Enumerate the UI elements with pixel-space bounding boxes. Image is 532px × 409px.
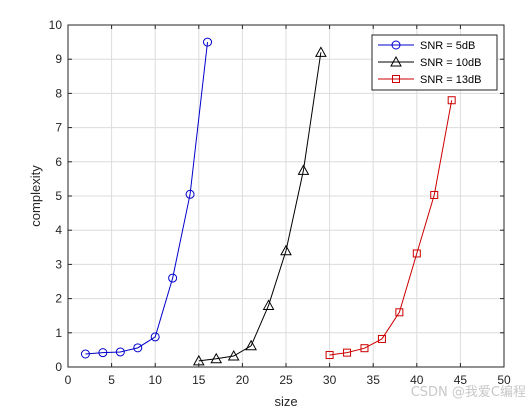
series-line bbox=[329, 100, 453, 356]
y-tick-label: 2 bbox=[55, 292, 62, 306]
x-tick-label: 35 bbox=[367, 373, 381, 387]
x-tick-label: 10 bbox=[149, 373, 163, 387]
data-point bbox=[447, 96, 456, 105]
y-tick-label: 6 bbox=[55, 155, 62, 169]
data-point bbox=[245, 339, 257, 351]
x-tick-label: 20 bbox=[236, 373, 250, 387]
data-point bbox=[150, 332, 160, 342]
data-point bbox=[377, 334, 386, 343]
data-point bbox=[430, 190, 439, 199]
y-tick-label: 4 bbox=[55, 223, 62, 237]
legend-item: SNR = 13dB bbox=[378, 74, 481, 86]
data-point bbox=[133, 343, 143, 353]
data-point bbox=[395, 308, 404, 317]
legend-label: SNR = 5dB bbox=[420, 40, 475, 52]
x-tick-label: 0 bbox=[65, 373, 72, 387]
series-3 bbox=[325, 96, 456, 360]
series-2 bbox=[192, 46, 327, 366]
legend-item: SNR = 10dB bbox=[378, 55, 481, 69]
legend-item: SNR = 5dB bbox=[378, 40, 475, 52]
data-point bbox=[280, 244, 292, 256]
x-tick-label: 5 bbox=[108, 373, 115, 387]
series-line bbox=[85, 42, 209, 355]
y-tick-label: 0 bbox=[55, 360, 62, 374]
legend-marker bbox=[390, 55, 402, 67]
series-layer bbox=[80, 37, 456, 366]
data-point bbox=[80, 349, 90, 359]
data-point bbox=[360, 344, 369, 353]
data-point bbox=[203, 37, 213, 47]
data-point bbox=[343, 348, 352, 357]
legend: SNR = 5dB SNR = 10dB SNR = 13dB bbox=[371, 34, 498, 91]
legend-label: SNR = 10dB bbox=[420, 57, 481, 69]
x-axis-label: size bbox=[274, 394, 297, 409]
x-tick-label: 15 bbox=[192, 373, 206, 387]
y-tick-label: 1 bbox=[55, 326, 62, 340]
y-tick-label: 5 bbox=[55, 189, 62, 203]
data-point bbox=[315, 46, 327, 57]
y-tick-label: 9 bbox=[55, 52, 62, 66]
data-point bbox=[185, 189, 195, 199]
series-1 bbox=[80, 37, 213, 359]
legend-marker bbox=[391, 40, 401, 50]
data-point bbox=[168, 273, 178, 283]
y-axis-label: complexity bbox=[28, 165, 43, 227]
y-tick-label: 8 bbox=[55, 86, 62, 100]
data-point bbox=[325, 351, 334, 360]
legend-marker bbox=[392, 75, 400, 83]
data-point bbox=[297, 164, 310, 175]
x-tick-label: 50 bbox=[497, 373, 511, 387]
data-point bbox=[227, 350, 240, 361]
y-tick-label: 10 bbox=[49, 18, 63, 32]
x-tick-label: 45 bbox=[454, 373, 468, 387]
y-tick-label: 7 bbox=[55, 121, 62, 135]
watermark-text: CSDN @我爱C编程 bbox=[411, 385, 526, 400]
x-tick-label: 30 bbox=[323, 373, 337, 387]
x-tick-label: 25 bbox=[279, 373, 293, 387]
data-point bbox=[412, 249, 421, 258]
data-point bbox=[210, 352, 223, 364]
x-tick-label: 40 bbox=[410, 373, 424, 387]
legend-label: SNR = 13dB bbox=[420, 74, 481, 86]
data-point bbox=[115, 347, 125, 357]
data-point bbox=[98, 348, 108, 358]
y-tick-label: 3 bbox=[55, 257, 62, 271]
data-point bbox=[262, 299, 275, 310]
